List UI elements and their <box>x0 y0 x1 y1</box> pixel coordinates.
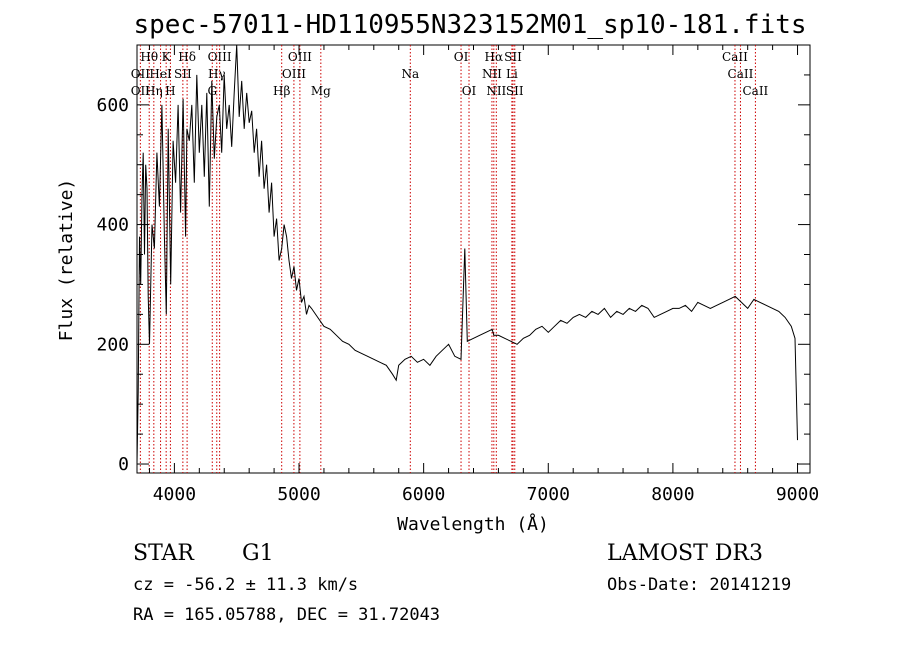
obs-date-text: Obs-Date: 20141219 <box>607 575 791 595</box>
redshift-text: cz = -56.2 ± 11.3 km/s <box>133 575 358 595</box>
line-label: NII <box>486 84 506 98</box>
coordinates-text: RA = 165.05788, DEC = 31.72043 <box>133 605 440 625</box>
line-label: Hα <box>485 50 504 64</box>
line-label: CaII <box>722 50 748 64</box>
y-axis-ticks: 0 200 400 600 <box>96 74 810 475</box>
line-label: CaII <box>728 67 754 81</box>
chart-title: spec-57011-HD110955N323152M01_sp10-181.f… <box>133 10 806 40</box>
line-label: CaII <box>742 84 768 98</box>
line-label: Na <box>401 67 419 81</box>
x-tick-label: 8000 <box>651 484 694 505</box>
x-tick-label: 6000 <box>402 484 445 505</box>
x-axis-label: Wavelength (Å) <box>397 513 549 535</box>
line-label: OIII <box>288 50 312 64</box>
plot-frame <box>136 44 811 474</box>
line-label: OIII <box>282 67 306 81</box>
y-tick-label: 200 <box>96 334 129 355</box>
line-label: OIII <box>208 50 232 64</box>
survey-name: LAMOST DR3 <box>607 541 763 566</box>
line-label: Hη <box>145 84 163 98</box>
y-tick-label: 400 <box>96 215 129 236</box>
line-label: OII <box>131 84 151 98</box>
object-class: STAR <box>133 541 195 566</box>
line-label: SII <box>504 50 522 64</box>
line-label: OI <box>462 84 477 98</box>
object-subclass: G1 <box>242 541 274 566</box>
line-label: OI <box>454 50 469 64</box>
y-tick-label: 600 <box>96 95 129 116</box>
line-label: SII <box>174 67 192 81</box>
line-label: Hδ <box>178 50 196 64</box>
line-label: Hθ <box>140 50 158 64</box>
y-axis-label: Flux (relative) <box>56 179 77 342</box>
y-tick-label: 0 <box>118 454 129 475</box>
line-label: NII <box>482 67 502 81</box>
x-tick-label: 5000 <box>277 484 320 505</box>
line-label: HeI <box>149 67 172 81</box>
line-label: H <box>165 84 175 98</box>
x-tick-label: 9000 <box>776 484 819 505</box>
x-tick-label: 7000 <box>527 484 570 505</box>
line-label: Hβ <box>273 84 290 98</box>
line-label: K <box>162 50 172 64</box>
x-tick-label: 4000 <box>153 484 196 505</box>
line-label: Hγ <box>208 67 226 81</box>
x-axis-ticks: 4000 5000 6000 7000 8000 9000 <box>148 45 819 505</box>
line-label: Li <box>506 67 518 81</box>
line-label: OII <box>131 67 151 81</box>
emission-line-markers <box>139 45 756 473</box>
spectrum-series-line <box>136 44 798 465</box>
line-label: Mg <box>311 84 331 98</box>
line-label: SII <box>506 84 524 98</box>
